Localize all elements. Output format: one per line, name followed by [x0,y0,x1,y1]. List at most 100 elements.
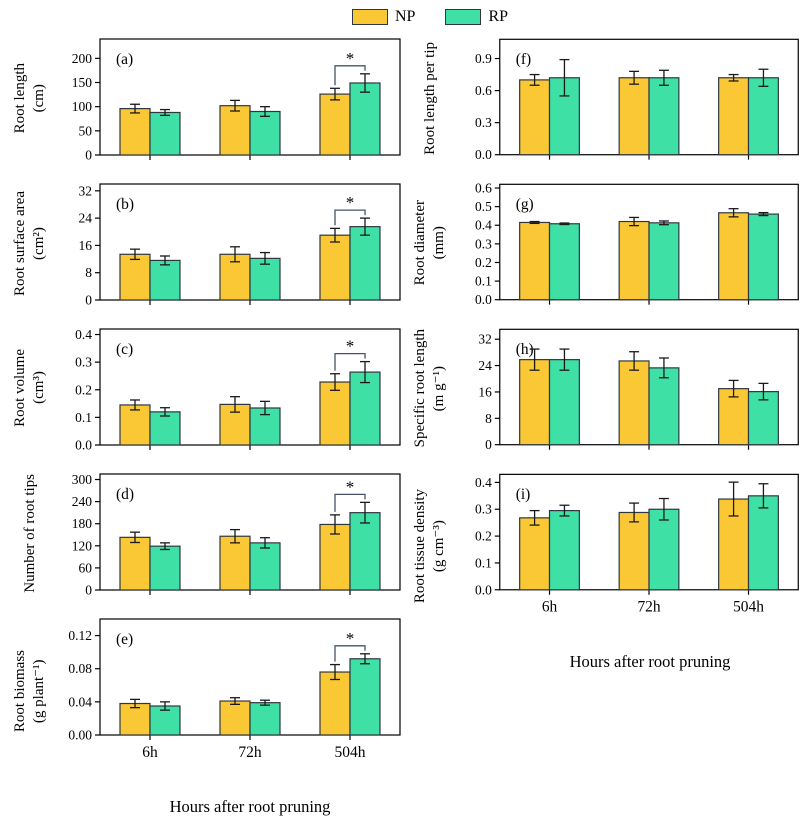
errorbar-rp-72h [260,699,270,706]
panel-c: Root volume (cm³) 0.0 0.1 0.2 0.3 0.4 (c) * [6,326,406,450]
bar-np-504h [319,523,351,591]
y-tick-label: 200 [72,51,93,66]
errorbar-rp-6h [559,58,570,97]
rp-legend-label: RP [488,8,509,25]
errorbar-rp-72h [658,220,669,226]
bar-np-6h [518,517,550,591]
y-tick-label: 0.2 [475,529,492,544]
panel-tag: (h) [515,341,533,358]
bar-np-504h [717,212,749,301]
bar-rp-72h [249,257,281,301]
errorbar-np-72h [230,396,240,413]
y-tick-label: 60 [79,560,93,575]
bar-rp-72h [249,542,281,591]
y-tick-label: 0.0 [475,292,492,305]
rp-color-swatch [445,9,482,25]
errorbar-np-72h [230,528,240,544]
y-tick-label: 24 [79,211,93,226]
sig-marker: * [346,629,355,648]
bar-np-6h [518,221,550,301]
np-legend-label: NP [394,8,416,25]
y-tick-label: 0.1 [75,410,92,425]
y-tick-label: 8 [485,411,492,426]
errorbar-rp-504h [758,382,769,401]
bar-rp-72h [648,367,680,446]
errorbar-np-504h [728,73,739,82]
bar-np-6h [518,359,550,446]
bar-np-504h [319,381,351,446]
errorbar-np-6h [529,73,540,86]
y-tick-label: 0.00 [68,728,92,743]
y-tick-label: 0.6 [475,181,492,195]
y-tick-label: 0.0 [75,438,92,451]
panel-a-axis-title: Root length [12,62,29,134]
bar-rp-72h [249,407,281,446]
errorbar-np-6h [529,509,540,526]
errorbar-rp-6h [559,504,570,517]
panel-g: Root diameter (mm) 0.0 0.1 0.2 0.3 0.4 0.5 0.6… [406,181,800,305]
y-tick-label: 24 [478,358,492,373]
errorbar-rp-6h [160,701,170,711]
panel-i-plot: 0.0 0.1 0.2 0.3 0.4 (i) 6h 72h 504h [475,473,799,616]
right-xaxis-title: Hours after root pruning [569,652,731,671]
y-tick-label: 0 [85,148,92,161]
bar-rp-72h [648,222,680,301]
errorbar-rp-72h [260,400,270,416]
bar-rp-6h [548,359,580,446]
panel-tag: (c) [116,341,133,358]
errorbar-np-6h [130,531,140,544]
bar-rp-504h [349,512,381,591]
errorbar-rp-6h [160,542,170,551]
panel-f: Root length per tip 0.0 0.3 0.6 0.9 (f) [406,36,800,160]
bar-np-504h [319,234,351,301]
panel-a-ylabel: Root length (cm) [6,36,54,160]
errorbar-np-504h [728,379,739,398]
errorbar-rp-72h [260,251,270,265]
y-tick-label: 32 [79,183,93,198]
legend: NP RP [60,4,800,30]
bar-np-72h [618,77,650,156]
panel-tag: (i) [515,486,530,503]
sig-bracket [334,645,366,662]
errorbar-rp-72h [260,537,270,549]
bar-np-72h [618,220,650,301]
errorbar-np-72h [628,70,639,85]
y-tick-label: 0.1 [475,555,492,570]
panel-c-axis-title: Root volume [12,349,29,427]
panel-b-axis-unit: (cm²) [31,226,47,260]
panel-g-ylabel: Root diameter (mm) [406,181,454,305]
panel-e-plot: 0.00 0.04 0.08 0.12 (e) 6h 72h 504h * [68,618,401,761]
panel-i-axis-unit: (g cm⁻³) [430,520,447,572]
right-column: Root length per tip 0.0 0.3 0.6 0.9 (f) Root… [406,36,800,672]
y-tick-label: 0 [85,293,92,306]
errorbar-rp-72h [260,106,270,117]
y-tick-label: 150 [72,75,93,90]
bar-rp-504h [747,213,779,301]
panel-f-plot: 0.0 0.3 0.6 0.9 (f) [475,38,799,160]
sig-marker: * [346,193,355,212]
panel-i-ylabel: Root tissue density (g cm⁻³) [406,471,454,621]
panel-d-ylabel: Number of root tips [6,471,54,595]
bar-np-6h [119,536,151,591]
panel-f-axis-title: Root length per tip [421,41,438,155]
bar-rp-6h [149,259,181,301]
y-tick-label: 0.2 [75,382,92,397]
errorbar-rp-72h [658,497,669,521]
panel-e-axis-title: Root biomass [12,649,29,733]
panel-e-ylabel: Root biomass (g plant⁻¹) [6,616,54,766]
errorbar-rp-6h [160,407,170,417]
bar-rp-72h [249,702,281,736]
errorbar-rp-6h [559,222,570,226]
y-tick-label: 0.08 [68,661,92,676]
panel-tag: (g) [515,196,533,213]
sig-bracket [334,65,366,86]
sig-marker: * [346,49,355,68]
bar-np-6h [119,253,151,301]
y-tick-label: 0.4 [475,475,492,490]
x-tick-label: 72h [637,599,660,616]
bar-rp-504h [747,77,779,156]
panel-h: Specific root length (m g⁻¹) 0 8 16 24 32 (h) [406,326,800,450]
y-tick-label: 0.0 [475,147,492,160]
sig-bracket [334,352,366,371]
errorbar-np-6h [130,698,140,709]
